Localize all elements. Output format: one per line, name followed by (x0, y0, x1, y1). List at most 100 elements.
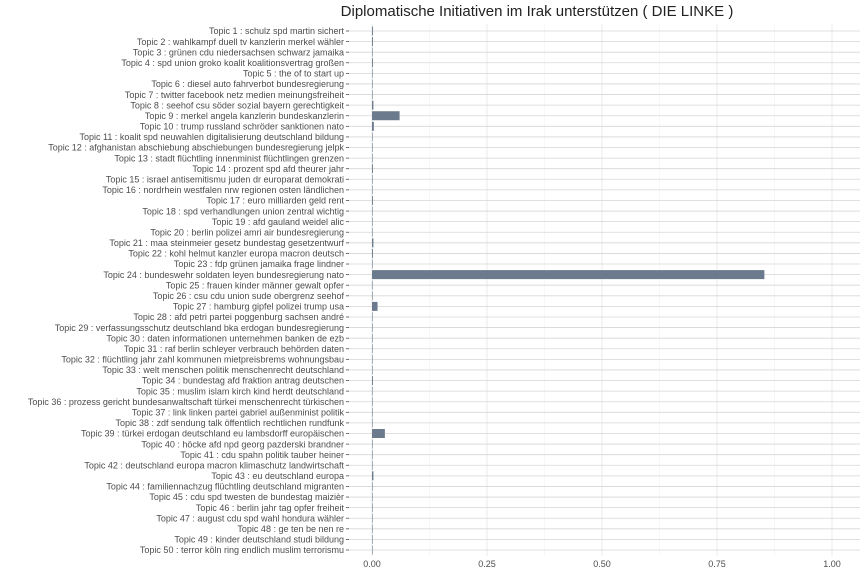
category-label: Topic 12 : afghanistan abschiebung absch… (48, 143, 344, 153)
category-label: Topic 5 : the of to start up (243, 69, 344, 79)
bar (372, 524, 373, 534)
x-tick-label: 1.00 (823, 559, 841, 569)
bar (372, 386, 373, 396)
category-label: Topic 37 : link linken partei gabriel au… (132, 408, 345, 418)
category-label: Topic 17 : euro milliarden geld rent (206, 196, 344, 206)
bar (372, 301, 378, 311)
category-label: Topic 40 : höcke afd npd georg pazderski… (141, 439, 344, 449)
category-label: Topic 28 : afd petri partei poggenburg s… (133, 312, 344, 322)
bar (372, 545, 373, 555)
bar (372, 153, 373, 163)
bar (372, 100, 374, 110)
category-label: Topic 35 : muslim islam kirch kind herdt… (136, 386, 344, 396)
category-label: Topic 43 : eu deutschland europa (211, 471, 344, 481)
category-label: Topic 48 : ge ten be nen re (237, 524, 344, 534)
bar (372, 79, 373, 89)
bar (372, 68, 373, 78)
bar (372, 195, 373, 205)
bar (372, 132, 373, 142)
x-tick-label: 0.25 (478, 559, 496, 569)
category-label: Topic 41 : cdu spahn politik tauber hein… (180, 450, 344, 460)
category-label: Topic 23 : fdp grünen jamaika frage lind… (174, 259, 344, 269)
category-label: Topic 38 : zdf sendung talk öffentlich r… (116, 418, 345, 428)
category-label: Topic 36 : prozess gericht bundesanwalts… (28, 397, 344, 407)
horizontal-gridlines (349, 30, 860, 551)
bar (372, 248, 373, 258)
bar (372, 534, 373, 544)
category-label: Topic 24 : bundeswehr soldaten leyen bun… (103, 270, 344, 280)
category-label: Topic 2 : wahlkampf duell tv kanzlerin m… (137, 37, 344, 47)
chart-title: Diplomatische Initiativen im Irak unters… (341, 3, 734, 20)
bar (372, 26, 373, 36)
category-label: Topic 49 : kinder deutschland studi bild… (174, 535, 344, 545)
category-label: Topic 6 : diesel auto fahrverbot bundesr… (151, 79, 344, 89)
bar (372, 164, 373, 174)
bar (372, 503, 373, 513)
bar (372, 217, 373, 227)
category-label: Topic 26 : csu cdu union sude obergrenz … (153, 291, 345, 301)
bar (372, 450, 373, 460)
category-label: Topic 50 : terror köln ring endlich musl… (140, 545, 344, 555)
category-label: Topic 27 : hamburg gipfel polizei trump … (173, 302, 344, 312)
category-label: Topic 44 : familiennachzug flüchtling de… (106, 482, 344, 492)
bar (372, 333, 373, 343)
x-tick-labels: 0.00 0.25 0.50 0.75 1.00 (363, 559, 841, 569)
x-tick-label: 0.75 (708, 559, 726, 569)
bar (372, 492, 373, 502)
bar (372, 143, 373, 153)
category-label: Topic 32 : flüchtling jahr zahl kommunen… (61, 355, 344, 365)
category-label: Topic 10 : trump russland schröder sankt… (140, 122, 344, 132)
bar (372, 407, 373, 417)
category-label: Topic 13 : stadt flüchtling innenminist … (114, 153, 344, 163)
bar (372, 259, 373, 269)
bar (372, 47, 373, 57)
category-label: Topic 42 : deutschland europa macron kli… (84, 460, 344, 470)
bar (372, 323, 373, 333)
bar (372, 376, 373, 386)
bar (372, 206, 373, 216)
bar (372, 185, 373, 195)
category-label: Topic 7 : twitter facebook netz medien m… (125, 90, 345, 100)
bar (372, 291, 373, 301)
category-label: Topic 19 : afd gauland weidel alic (212, 217, 345, 227)
category-label: Topic 9 : merkel angela kanzlerin bundes… (145, 111, 344, 121)
bar (372, 471, 374, 481)
bar (372, 58, 373, 68)
bar (372, 354, 373, 364)
category-label: Topic 14 : prozent spd afd theurer jahr (192, 164, 344, 174)
category-label: Topic 47 : august cdu spd wahl hondura w… (156, 513, 344, 523)
x-tick-label: 0.50 (593, 559, 611, 569)
category-label: Topic 33 : welt menschen politik mensche… (102, 365, 344, 375)
category-label: Topic 11 : koalit spd neuwahlen digitali… (79, 132, 344, 142)
bar (372, 111, 400, 121)
bar (372, 37, 373, 47)
category-label: Topic 16 : nordrhein westfalen nrw regio… (102, 185, 344, 195)
bar (372, 174, 373, 184)
category-label: Topic 39 : türkei erdogan deutschland eu… (81, 429, 344, 439)
bar (372, 439, 373, 449)
bar (372, 90, 373, 100)
bar (372, 513, 373, 523)
bar (372, 397, 373, 407)
bar (372, 428, 385, 438)
category-label: Topic 30 : daten informationen unternehm… (106, 333, 344, 343)
category-label: Topic 1 : schulz spd martin sichert (209, 26, 345, 36)
bar (372, 227, 373, 237)
bar (372, 312, 373, 322)
category-label: Topic 4 : spd union groko koalit koaliti… (121, 58, 344, 68)
bar (372, 418, 373, 428)
category-label: Topic 29 : verfassungsschutz deutschland… (55, 323, 344, 333)
category-labels: Topic 1 : schulz spd martin sichertTopic… (28, 26, 349, 555)
bar (372, 460, 373, 470)
bar (372, 238, 374, 248)
category-label: Topic 8 : seehof csu söder sozial bayern… (130, 100, 344, 110)
category-label: Topic 15 : israel antisemitismu juden dr… (106, 174, 344, 184)
category-label: Topic 21 : maa steinmeier gesetz bundest… (109, 238, 344, 248)
bar (372, 280, 373, 290)
bar (372, 365, 373, 375)
category-label: Topic 31 : raf berlin schleyer verbrauch… (124, 344, 344, 354)
category-label: Topic 20 : berlin polizei amri air bunde… (150, 227, 344, 237)
category-label: Topic 22 : kohl helmut kanzler europa ma… (128, 249, 344, 259)
